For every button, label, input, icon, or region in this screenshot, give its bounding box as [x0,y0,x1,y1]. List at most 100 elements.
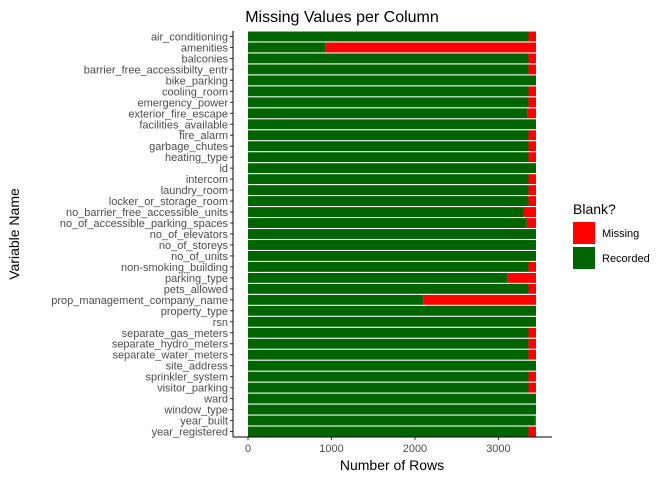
bar-recorded-facilities_available [248,119,536,130]
category-label: non-smoking_building [121,262,228,274]
bar-missing-heating_type [528,152,536,163]
x-axis: 0 1000 2000 3000 [233,436,552,455]
bar-missing-locker_or_storage_room [528,196,536,207]
category-label: bike_parking [166,75,228,87]
legend-label-missing: Missing [602,228,639,240]
y-axis [230,31,234,437]
category-label: separate_water_meters [112,350,228,362]
legend-swatch-recorded [573,247,595,269]
bar-recorded-fire_alarm [248,130,529,141]
bar-missing-year_registered [528,426,536,437]
bar-recorded-prop_management_company_name [248,294,424,305]
category-labels: air_conditioningamenitiesbalconiesbarrie… [51,31,228,438]
bar-recorded-separate_hydro_meters [248,338,529,349]
bar-recorded-barrier_free_accessibilty_entr [248,64,529,75]
bar-missing-cooling_room [528,86,536,97]
bar-recorded-bike_parking [248,75,536,86]
bar-recorded-balconies [248,53,529,64]
bar-recorded-ward [248,393,536,404]
category-label: sprinkler_system [145,372,228,384]
bars [248,31,536,437]
category-label: separate_hydro_meters [112,339,229,351]
legend-swatch-missing [573,222,595,244]
bar-recorded-no_of_storeys [248,240,536,250]
bar-recorded-no_barrier_free_accessible_units [248,207,524,217]
bar-missing-pets_allowed [528,283,536,294]
category-label: year_registered [152,427,228,439]
bar-recorded-air_conditioning [248,31,529,42]
category-label: amenities [181,42,229,54]
x-tick-label: 0 [245,443,251,455]
bar-recorded-year_registered [248,426,529,437]
category-label: laundry_room [161,185,228,197]
chart-title: Missing Values per Column [245,9,439,26]
bar-missing-emergency_power [528,97,536,108]
bar-missing-intercom [528,174,536,185]
bar-recorded-intercom [248,174,529,185]
bar-recorded-visitor_parking [248,382,529,393]
bar-missing-sprinkler_system [528,371,536,382]
bar-missing-separate_hydro_meters [528,338,536,349]
category-label: parking_type [165,273,228,285]
bar-recorded-separate_gas_meters [248,327,529,338]
category-label: facilities_available [139,119,228,131]
category-label: no_of_storeys [159,240,229,252]
category-label: no_of_accessible_parking_spaces [60,218,229,230]
x-tick-label: 3000 [486,443,510,455]
bar-missing-year_built [535,415,536,426]
bar-recorded-property_type [248,305,536,316]
category-label: emergency_power [138,97,229,109]
category-label: visitor_parking [157,383,228,395]
bar-recorded-rsn [248,316,536,327]
bar-missing-balconies [528,53,536,64]
bar-recorded-exterior_fire_escape [248,108,528,119]
bar-missing-no_of_accessible_parking_spaces [526,218,536,228]
category-label: ward [203,394,228,406]
bar-recorded-no_of_elevators [248,229,536,239]
bar-recorded-sprinkler_system [248,371,529,382]
category-label: fire_alarm [179,130,228,142]
bar-recorded-emergency_power [248,97,529,108]
category-label: garbage_chutes [149,141,228,153]
category-label: barrier_free_accessibilty_entr [84,64,229,76]
category-label: no_of_units [171,251,228,263]
bar-missing-no_barrier_free_accessible_units [523,207,536,217]
bar-missing-barrier_free_accessibilty_entr [528,64,536,75]
category-label: heating_type [165,152,228,164]
bar-missing-separate_water_meters [528,349,536,360]
bar-missing-separate_gas_meters [528,327,536,338]
bar-missing-visitor_parking [528,382,536,393]
bar-missing-non-smoking_building [528,261,536,272]
category-label: air_conditioning [151,31,228,43]
bar-recorded-non-smoking_building [248,261,529,272]
bar-recorded-id [248,163,536,174]
bar-missing-parking_type [507,272,536,283]
bar-recorded-laundry_room [248,185,529,196]
category-label: locker_or_storage_room [109,196,228,208]
bar-recorded-pets_allowed [248,283,529,294]
bar-missing-laundry_room [528,185,536,196]
category-label: year_built [180,416,228,428]
category-label: no_of_elevators [150,229,229,241]
bar-missing-prop_management_company_name [423,294,536,305]
legend: Blank? Missing Recorded [573,201,650,269]
category-label: no_barrier_free_accessible_units [66,207,229,219]
category-label: prop_management_company_name [51,295,228,307]
category-label: pets_allowed [164,284,228,296]
category-label: rsn [213,317,228,329]
x-tick-label: 1000 [319,443,343,455]
bar-missing-fire_alarm [528,130,536,141]
bar-recorded-garbage_chutes [248,141,529,152]
category-label: exterior_fire_escape [128,108,228,120]
category-label: cooling_room [162,86,228,98]
x-tick-label: 2000 [403,443,427,455]
category-label: separate_gas_meters [122,328,229,340]
category-label: site_address [166,361,229,373]
category-label: id [219,163,228,175]
bar-recorded-window_type [248,404,536,415]
bar-recorded-cooling_room [248,86,529,97]
x-axis-title: Number of Rows [340,457,444,473]
bar-missing-exterior_fire_escape [527,108,536,119]
